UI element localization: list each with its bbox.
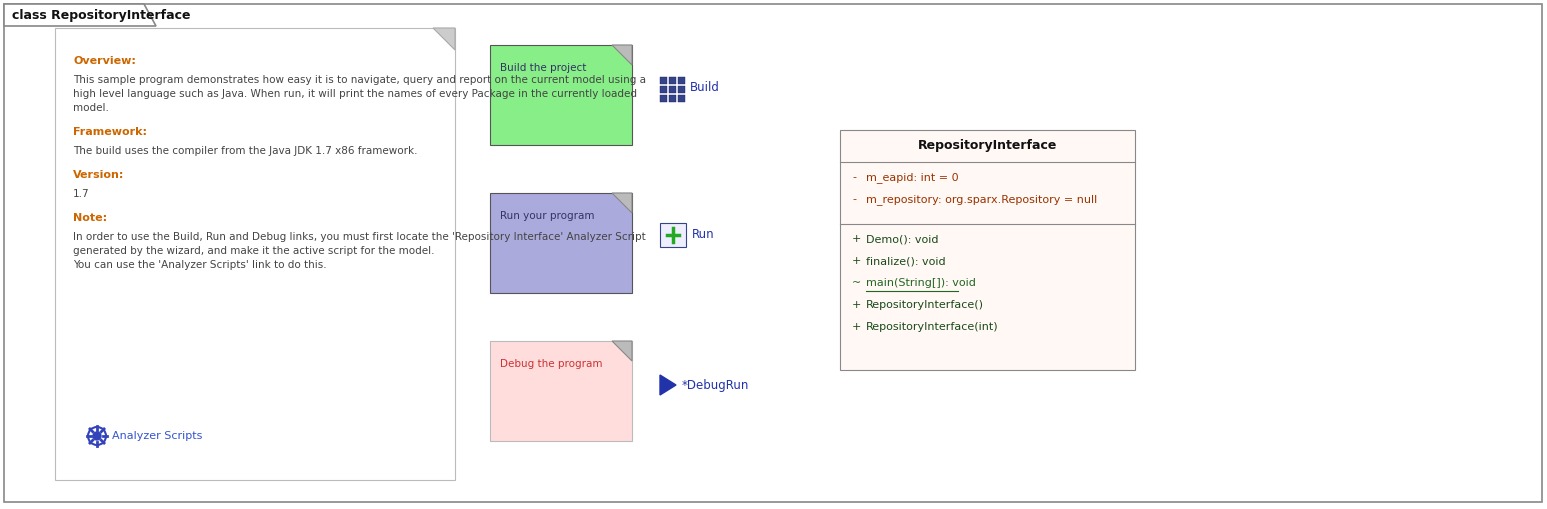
FancyBboxPatch shape bbox=[661, 95, 667, 102]
Text: generated by the wizard, and make it the active script for the model.: generated by the wizard, and make it the… bbox=[73, 246, 435, 256]
Text: You can use the 'Analyzer Scripts' link to do this.: You can use the 'Analyzer Scripts' link … bbox=[73, 260, 326, 270]
Text: Note:: Note: bbox=[73, 213, 107, 223]
Text: model.: model. bbox=[73, 103, 108, 113]
FancyBboxPatch shape bbox=[661, 86, 667, 93]
Text: RepositoryInterface: RepositoryInterface bbox=[917, 139, 1057, 153]
FancyBboxPatch shape bbox=[678, 86, 685, 93]
Text: Run: Run bbox=[692, 229, 715, 241]
Text: The build uses the compiler from the Java JDK 1.7 x86 framework.: The build uses the compiler from the Jav… bbox=[73, 146, 418, 156]
Text: This sample program demonstrates how easy it is to navigate, query and report on: This sample program demonstrates how eas… bbox=[73, 75, 647, 85]
FancyBboxPatch shape bbox=[668, 95, 676, 102]
FancyBboxPatch shape bbox=[668, 77, 676, 84]
Polygon shape bbox=[5, 4, 156, 26]
FancyBboxPatch shape bbox=[490, 341, 633, 441]
FancyBboxPatch shape bbox=[56, 28, 455, 480]
Polygon shape bbox=[613, 341, 633, 361]
Text: high level language such as Java. When run, it will print the names of every Pac: high level language such as Java. When r… bbox=[73, 89, 637, 99]
FancyBboxPatch shape bbox=[678, 95, 685, 102]
Text: -: - bbox=[852, 172, 855, 182]
Text: Run your program: Run your program bbox=[500, 211, 594, 221]
Text: Framework:: Framework: bbox=[73, 127, 147, 137]
Polygon shape bbox=[661, 375, 676, 395]
Text: Version:: Version: bbox=[73, 170, 124, 180]
Text: main(String[]): void: main(String[]): void bbox=[866, 278, 976, 288]
Text: Debug the program: Debug the program bbox=[500, 359, 602, 369]
Text: finalize(): void: finalize(): void bbox=[866, 256, 945, 266]
Text: Demo(): void: Demo(): void bbox=[866, 234, 939, 244]
Text: Overview:: Overview: bbox=[73, 56, 136, 66]
Text: m_eapid: int = 0: m_eapid: int = 0 bbox=[866, 172, 959, 183]
FancyBboxPatch shape bbox=[661, 223, 685, 247]
Text: +: + bbox=[852, 256, 862, 266]
Text: RepositoryInterface(): RepositoryInterface() bbox=[866, 300, 984, 310]
Text: Build: Build bbox=[690, 80, 719, 94]
Polygon shape bbox=[613, 45, 633, 65]
Polygon shape bbox=[433, 28, 455, 50]
Text: m_repository: org.sparx.Repository = null: m_repository: org.sparx.Repository = nul… bbox=[866, 194, 1097, 205]
Circle shape bbox=[93, 432, 101, 440]
Text: RepositoryInterface(int): RepositoryInterface(int) bbox=[866, 322, 999, 332]
Text: ~: ~ bbox=[852, 278, 862, 288]
Text: 1.7: 1.7 bbox=[73, 189, 90, 199]
Text: -: - bbox=[852, 194, 855, 204]
Text: *DebugRun: *DebugRun bbox=[682, 379, 749, 391]
FancyBboxPatch shape bbox=[490, 45, 633, 145]
FancyBboxPatch shape bbox=[5, 4, 1542, 502]
FancyBboxPatch shape bbox=[668, 86, 676, 93]
Text: In order to use the Build, Run and Debug links, you must first locate the 'Repos: In order to use the Build, Run and Debug… bbox=[73, 232, 645, 242]
Text: class RepositoryInterface: class RepositoryInterface bbox=[12, 9, 190, 21]
Text: Build the project: Build the project bbox=[500, 63, 586, 73]
FancyBboxPatch shape bbox=[661, 77, 667, 84]
Text: +: + bbox=[852, 234, 862, 244]
Text: +: + bbox=[852, 322, 862, 332]
Text: +: + bbox=[852, 300, 862, 310]
Text: Analyzer Scripts: Analyzer Scripts bbox=[111, 431, 203, 441]
FancyBboxPatch shape bbox=[840, 130, 1135, 370]
Polygon shape bbox=[613, 193, 633, 213]
FancyBboxPatch shape bbox=[678, 77, 685, 84]
FancyBboxPatch shape bbox=[490, 193, 633, 293]
